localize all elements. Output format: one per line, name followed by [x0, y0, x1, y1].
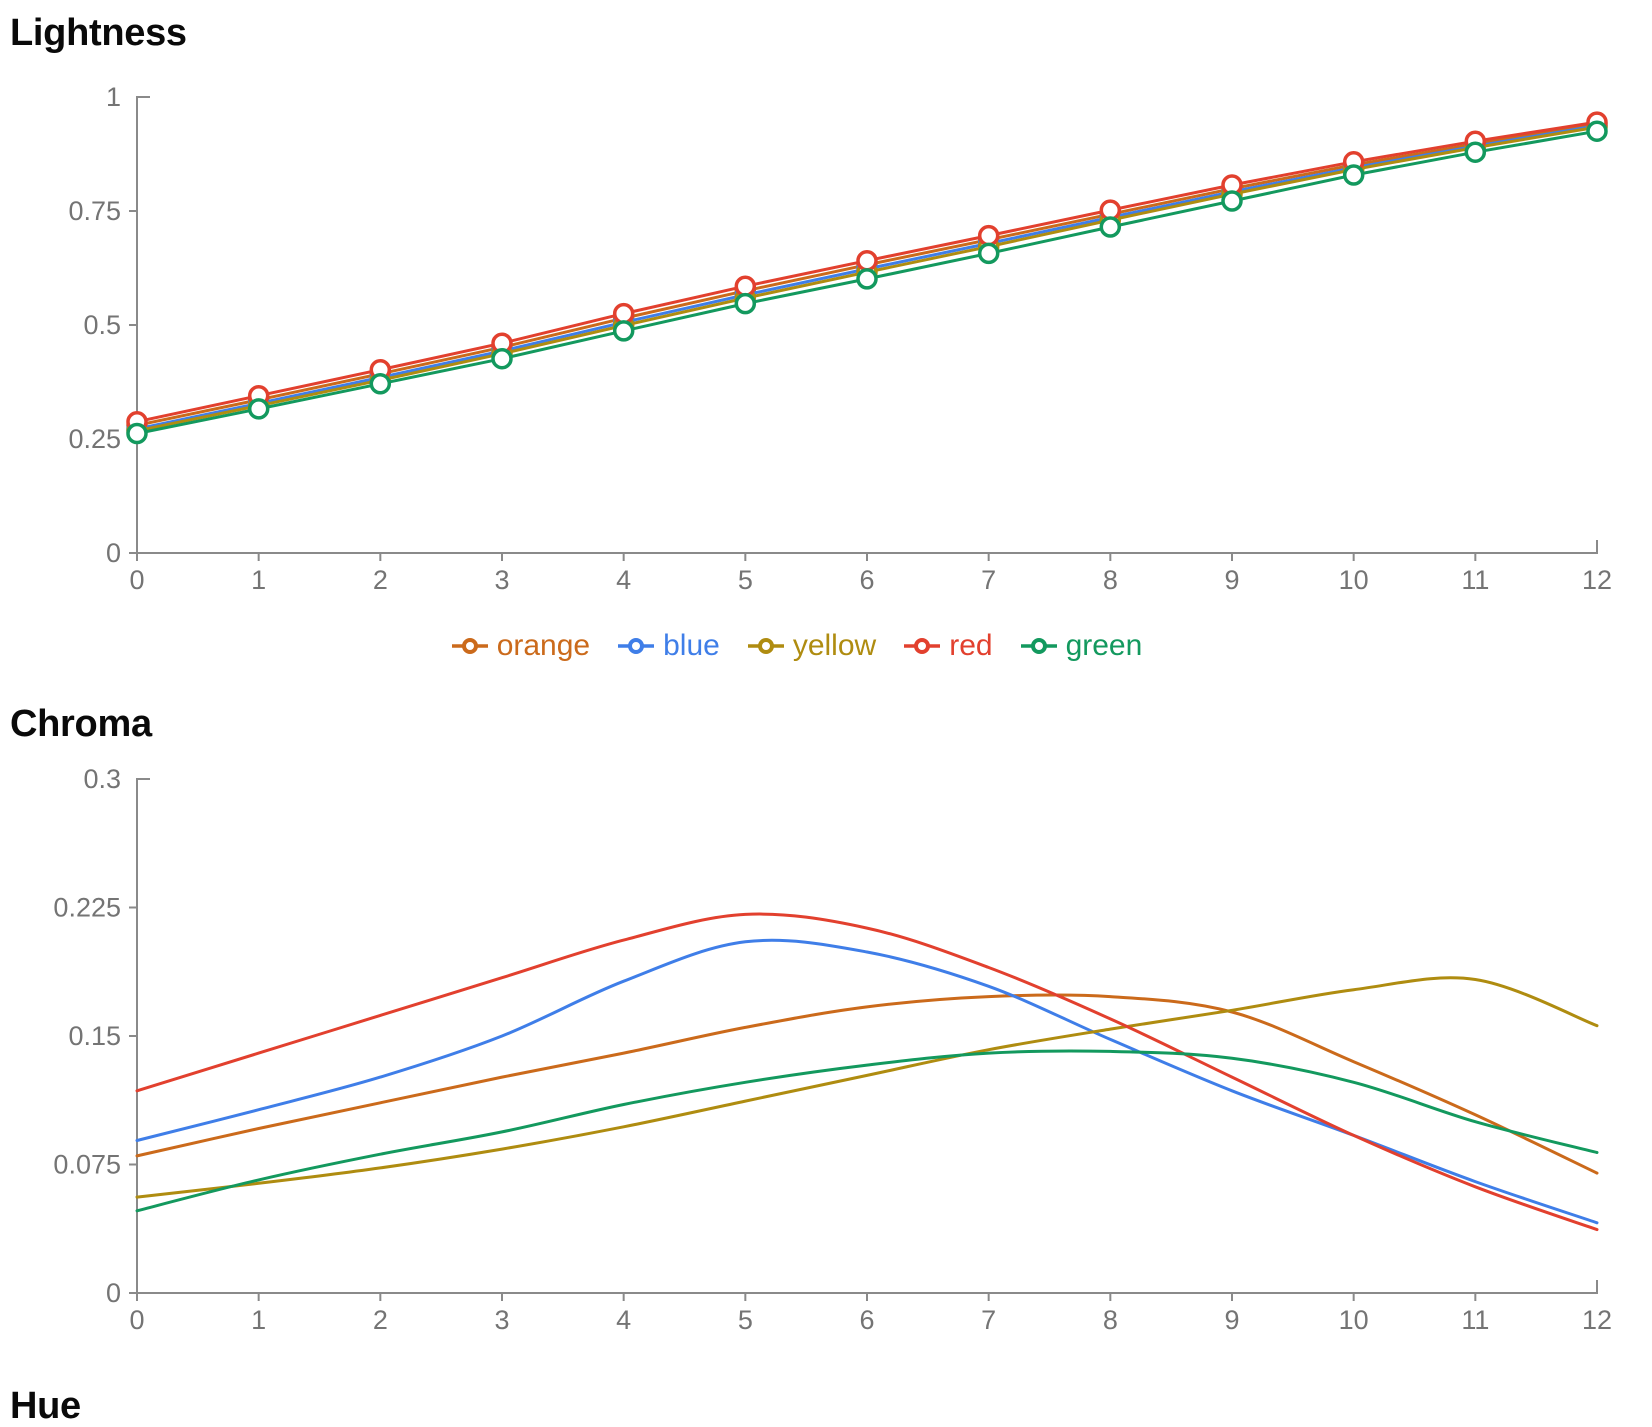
y-tick-label: 0	[106, 1278, 121, 1308]
x-tick-label: 9	[1224, 565, 1239, 595]
hue-chart-title: Hue	[10, 1385, 81, 1427]
y-tick-label: 0.225	[53, 893, 121, 923]
legend-line-marker-icon	[1020, 638, 1057, 654]
data-point-marker	[1342, 164, 1365, 186]
x-tick-label: 8	[1103, 1305, 1118, 1335]
legend-item-orange: orange	[450, 631, 590, 661]
x-tick-label: 7	[981, 1305, 996, 1335]
legend-line-marker-icon	[451, 638, 488, 654]
x-tick-label: 4	[616, 1305, 631, 1335]
series-green	[135, 1049, 1599, 1213]
legend-line-marker-icon	[904, 638, 941, 654]
data-point-marker	[734, 292, 757, 315]
y-tick-label: 0.5	[83, 310, 121, 340]
data-point-marker	[1221, 190, 1243, 212]
y-tick-label: 0.3	[83, 764, 121, 794]
x-tick-label: 8	[1103, 565, 1118, 595]
data-point-marker	[856, 249, 878, 272]
legend-line-marker-icon	[618, 638, 655, 654]
data-point-marker	[126, 422, 148, 445]
data-point-marker	[977, 224, 1000, 247]
x-tick-label: 6	[859, 565, 874, 595]
data-point-marker	[247, 398, 270, 420]
x-tick-label: 0	[129, 565, 144, 595]
series-orange	[135, 993, 1599, 1175]
x-tick-label: 3	[494, 565, 509, 595]
y-tick-label: 0.75	[68, 196, 121, 226]
x-tick-label: 12	[1582, 1305, 1612, 1335]
lightness-chart-title: Lightness	[10, 12, 187, 54]
x-tick-label: 12	[1582, 565, 1612, 595]
legend-label: green	[1065, 629, 1143, 662]
x-tick-label: 1	[251, 1305, 266, 1335]
data-point-marker	[612, 320, 635, 342]
x-tick-label: 9	[1224, 1305, 1239, 1335]
y-tick-label: 0.25	[68, 424, 121, 454]
x-tick-label: 7	[981, 565, 996, 595]
legend: orange blue yellow red green	[0, 625, 1622, 667]
legend-item-green: green	[1019, 629, 1143, 662]
x-tick-label: 4	[616, 565, 631, 595]
legend-item-yellow: yellow	[746, 631, 876, 661]
x-tick-label: 2	[373, 1305, 388, 1335]
data-point-marker	[856, 268, 878, 290]
legend-label: red	[949, 629, 993, 662]
data-point-marker	[612, 302, 635, 325]
data-point-marker	[734, 275, 757, 297]
y-tick-label: 0	[106, 538, 121, 568]
x-tick-label: 11	[1461, 1305, 1489, 1335]
data-point-marker	[977, 242, 1000, 265]
legend-item-blue: blue	[616, 631, 720, 661]
x-tick-label: 6	[859, 1305, 874, 1335]
x-tick-label: 10	[1339, 565, 1369, 595]
data-point-marker	[369, 373, 392, 395]
legend-label: orange	[496, 629, 591, 662]
x-tick-label: 10	[1339, 1305, 1369, 1335]
series-green	[126, 120, 1608, 445]
x-tick-label: 11	[1461, 565, 1489, 595]
data-point-marker	[1586, 120, 1608, 142]
chroma-chart-title: Chroma	[10, 703, 152, 745]
x-tick-label: 5	[738, 1305, 753, 1335]
series-red	[135, 912, 1599, 1232]
series-blue	[135, 938, 1599, 1225]
x-tick-label: 1	[251, 565, 266, 595]
x-tick-label: 0	[129, 1305, 144, 1335]
legend-line-marker-icon	[747, 638, 784, 654]
y-tick-label: 1	[106, 82, 121, 112]
data-point-marker	[491, 347, 513, 370]
legend-item-red: red	[902, 629, 993, 662]
x-tick-label: 3	[494, 1305, 509, 1335]
y-tick-label: 0.075	[53, 1150, 121, 1180]
y-tick-label: 0.15	[68, 1021, 121, 1051]
x-tick-label: 2	[373, 565, 388, 595]
legend-label: yellow	[792, 629, 877, 662]
x-tick-label: 5	[738, 565, 753, 595]
legend-label: blue	[663, 629, 720, 662]
data-point-marker	[1099, 216, 1122, 238]
series-yellow	[135, 976, 1599, 1199]
data-point-marker	[1464, 141, 1487, 163]
